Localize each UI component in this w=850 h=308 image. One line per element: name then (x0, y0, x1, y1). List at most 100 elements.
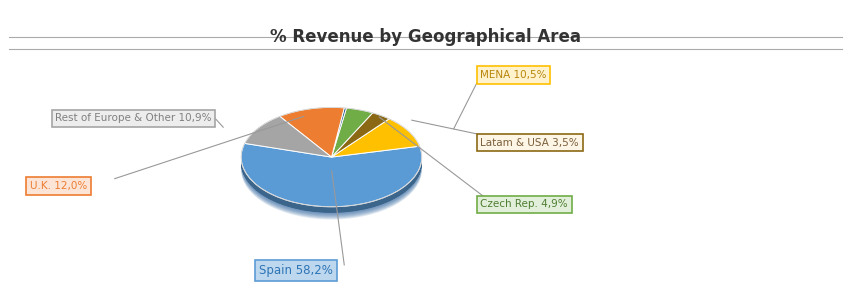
Wedge shape (280, 109, 344, 159)
Ellipse shape (241, 120, 422, 220)
Wedge shape (332, 108, 372, 157)
Wedge shape (332, 117, 389, 162)
Wedge shape (332, 124, 420, 163)
Wedge shape (332, 118, 389, 162)
Wedge shape (332, 113, 389, 157)
Wedge shape (241, 146, 422, 209)
Wedge shape (280, 112, 344, 162)
Wedge shape (332, 124, 420, 163)
Wedge shape (332, 120, 420, 158)
Wedge shape (280, 111, 344, 161)
Wedge shape (332, 110, 347, 160)
Wedge shape (332, 111, 372, 160)
Wedge shape (280, 113, 344, 163)
Wedge shape (332, 119, 389, 163)
Wedge shape (332, 113, 347, 162)
Ellipse shape (241, 109, 422, 209)
Wedge shape (332, 121, 420, 159)
Wedge shape (241, 144, 422, 207)
Wedge shape (241, 144, 422, 208)
Wedge shape (332, 112, 347, 162)
Wedge shape (332, 119, 420, 157)
Wedge shape (245, 121, 332, 162)
Wedge shape (245, 120, 332, 161)
Wedge shape (280, 107, 344, 157)
Wedge shape (332, 114, 347, 163)
Wedge shape (245, 118, 332, 159)
Wedge shape (332, 120, 420, 159)
Wedge shape (332, 113, 389, 158)
Wedge shape (332, 115, 389, 160)
Wedge shape (280, 113, 344, 163)
Wedge shape (241, 149, 422, 213)
Wedge shape (332, 115, 389, 159)
Wedge shape (245, 120, 332, 160)
Wedge shape (245, 119, 332, 159)
Wedge shape (280, 108, 344, 157)
Wedge shape (245, 120, 332, 161)
Wedge shape (245, 121, 332, 162)
Wedge shape (332, 122, 420, 160)
Wedge shape (332, 114, 372, 163)
Wedge shape (332, 113, 372, 163)
Wedge shape (245, 119, 332, 160)
Wedge shape (280, 112, 344, 162)
Ellipse shape (241, 113, 422, 212)
Wedge shape (241, 145, 422, 208)
Wedge shape (241, 146, 422, 210)
Wedge shape (332, 121, 420, 160)
Wedge shape (241, 147, 422, 211)
Wedge shape (241, 147, 422, 210)
Wedge shape (332, 119, 389, 163)
Wedge shape (332, 125, 420, 163)
Wedge shape (241, 147, 422, 210)
Ellipse shape (241, 115, 422, 214)
Wedge shape (332, 111, 347, 161)
Wedge shape (332, 111, 372, 160)
Wedge shape (332, 116, 389, 160)
Wedge shape (280, 109, 344, 158)
Wedge shape (332, 123, 420, 161)
Ellipse shape (241, 111, 422, 210)
Wedge shape (332, 113, 372, 162)
Wedge shape (332, 111, 347, 160)
Wedge shape (245, 117, 332, 158)
Wedge shape (332, 109, 372, 158)
Wedge shape (280, 109, 344, 159)
Wedge shape (245, 118, 332, 159)
Ellipse shape (241, 114, 422, 213)
Wedge shape (332, 112, 347, 161)
Wedge shape (280, 112, 344, 162)
Wedge shape (332, 117, 389, 161)
Ellipse shape (241, 110, 422, 209)
Wedge shape (280, 110, 344, 160)
Wedge shape (332, 123, 420, 161)
Wedge shape (332, 112, 372, 161)
Wedge shape (332, 110, 372, 159)
Wedge shape (332, 109, 372, 158)
Wedge shape (332, 122, 420, 160)
Wedge shape (332, 110, 372, 159)
Wedge shape (332, 114, 389, 158)
Wedge shape (332, 118, 389, 162)
Wedge shape (332, 110, 347, 159)
Wedge shape (332, 111, 372, 160)
Wedge shape (280, 113, 344, 163)
Wedge shape (332, 111, 347, 160)
Wedge shape (241, 145, 422, 209)
Wedge shape (332, 110, 347, 159)
Wedge shape (332, 113, 389, 157)
Wedge shape (241, 145, 422, 209)
Wedge shape (245, 117, 332, 157)
Wedge shape (245, 122, 332, 163)
Wedge shape (332, 109, 347, 158)
Ellipse shape (241, 116, 422, 216)
Wedge shape (280, 111, 344, 161)
Wedge shape (280, 111, 344, 161)
Wedge shape (332, 114, 347, 163)
Wedge shape (332, 119, 420, 157)
Ellipse shape (241, 117, 422, 217)
Wedge shape (241, 149, 422, 213)
Text: MENA 10,5%: MENA 10,5% (480, 70, 547, 80)
Wedge shape (241, 144, 422, 208)
